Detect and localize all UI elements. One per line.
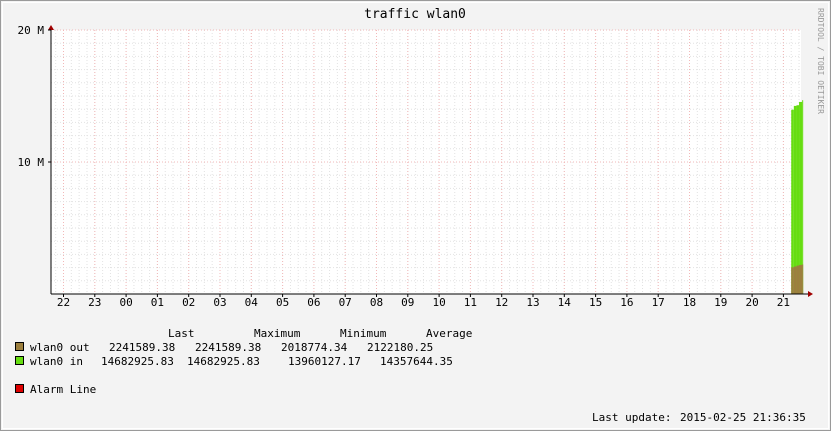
legend-max-out: 2241589.38 bbox=[195, 341, 261, 354]
series-bar-wlan0-in bbox=[796, 105, 800, 295]
series-bar-wlan0-in bbox=[793, 105, 797, 295]
grid bbox=[51, 29, 801, 294]
legend-name-in: wlan0 in bbox=[30, 355, 83, 368]
chart-title: traffic wlan0 bbox=[364, 7, 466, 22]
legend: Last Maximum Minimum Average wlan0 out 2… bbox=[15, 327, 806, 424]
legend-header-maximum: Maximum bbox=[254, 327, 301, 340]
y-tick-label: 20 M bbox=[18, 24, 45, 37]
x-tick-label: 04 bbox=[245, 296, 259, 309]
legend-header-average: Average bbox=[426, 327, 472, 340]
rrdtool-watermark: RRDTOOL / TOBI OETIKER bbox=[816, 8, 825, 114]
legend-last-in: 14682925.83 bbox=[101, 355, 174, 368]
last-update-value: 2015-02-25 21:36:35 bbox=[680, 411, 806, 424]
x-tick-label: 22 bbox=[57, 296, 70, 309]
y-tick-label: 10 M bbox=[18, 156, 45, 169]
series-bar-wlan0-out bbox=[791, 267, 794, 294]
legend-header-last: Last bbox=[168, 327, 195, 340]
legend-avg-out: 2122180.25 bbox=[367, 341, 433, 354]
legend-alarm-line: Alarm Line bbox=[30, 383, 96, 396]
x-tick-label: 20 bbox=[745, 296, 758, 309]
x-tick-label: 16 bbox=[620, 296, 633, 309]
x-tick-label: 11 bbox=[464, 296, 477, 309]
x-tick-label: 05 bbox=[276, 296, 289, 309]
x-tick-label: 14 bbox=[558, 296, 572, 309]
legend-min-out: 2018774.34 bbox=[281, 341, 348, 354]
series-area bbox=[791, 100, 804, 295]
legend-max-in: 14682925.83 bbox=[187, 355, 260, 368]
x-tick-label: 03 bbox=[213, 296, 226, 309]
series-bar-wlan0-out bbox=[802, 264, 804, 294]
legend-last-out: 2241589.38 bbox=[109, 341, 175, 354]
x-tick-label: 23 bbox=[88, 296, 101, 309]
x-tick-label: 17 bbox=[652, 296, 665, 309]
series-bar-wlan0-in bbox=[802, 100, 804, 294]
x-tick-label: 18 bbox=[683, 296, 696, 309]
x-tick-label: 09 bbox=[401, 296, 414, 309]
x-tick-label: 06 bbox=[307, 296, 320, 309]
series-bar-wlan0-out bbox=[796, 265, 800, 294]
x-tick-label: 07 bbox=[339, 296, 352, 309]
y-axis-ticks: 20 M 10 M bbox=[18, 24, 51, 169]
legend-avg-in: 14357644.35 bbox=[380, 355, 453, 368]
x-tick-label: 19 bbox=[714, 296, 727, 309]
legend-swatch-out bbox=[15, 342, 24, 351]
series-bar-wlan0-in bbox=[799, 101, 803, 294]
legend-min-in: 13960127.17 bbox=[288, 355, 361, 368]
x-tick-label: 12 bbox=[495, 296, 508, 309]
series-bar-wlan0-in bbox=[791, 109, 794, 294]
x-tick-label: 08 bbox=[370, 296, 383, 309]
x-tick-label: 15 bbox=[589, 296, 602, 309]
legend-name-out: wlan0 out bbox=[30, 341, 90, 354]
x-tick-label: 00 bbox=[119, 296, 132, 309]
last-update-label: Last update: bbox=[592, 411, 671, 424]
series-bar-wlan0-out bbox=[793, 266, 797, 294]
x-tick-label: 01 bbox=[151, 296, 164, 309]
x-tick-label: 10 bbox=[432, 296, 445, 309]
x-axis-arrow bbox=[808, 291, 813, 297]
legend-header-minimum: Minimum bbox=[340, 327, 387, 340]
x-tick-label: 02 bbox=[182, 296, 195, 309]
x-tick-label: 13 bbox=[526, 296, 539, 309]
series-bar-wlan0-out bbox=[799, 264, 803, 294]
legend-swatch-alarm bbox=[15, 384, 24, 393]
y-axis-arrow bbox=[48, 25, 54, 30]
x-tick-label: 21 bbox=[777, 296, 790, 309]
legend-swatch-in bbox=[15, 356, 24, 365]
x-axis-ticks: 22 23 00 01 02 03 04 05 06 07 08 09 10 11 12 13 14 15 16 17… bbox=[57, 294, 790, 309]
